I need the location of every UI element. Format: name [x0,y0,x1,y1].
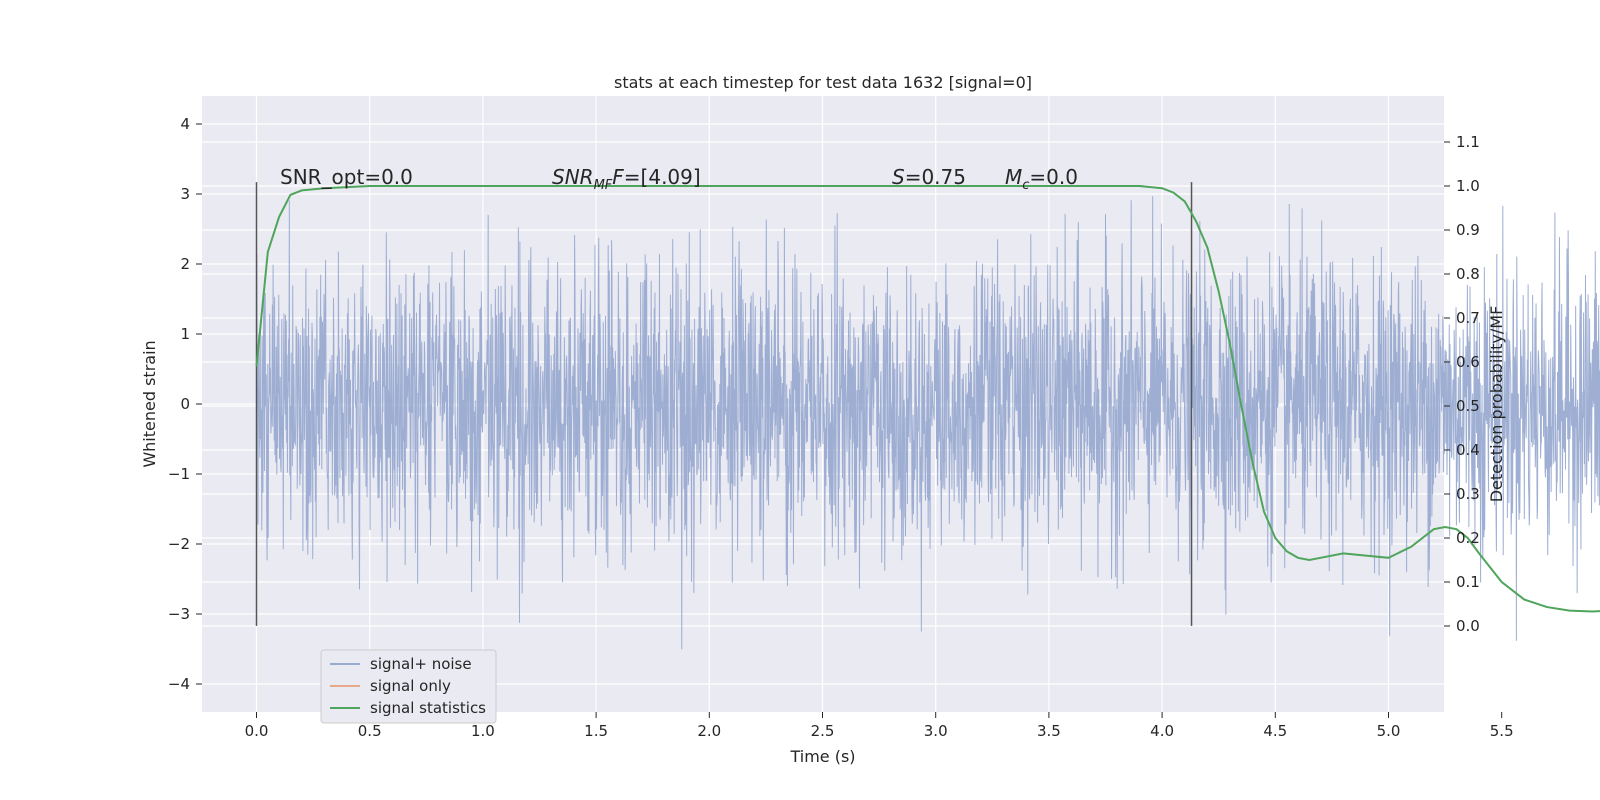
y-left-tick-label: 1 [180,325,190,343]
y-right-tick-label: 0.1 [1456,573,1480,591]
legend-label-statistics: signal statistics [370,699,486,717]
annotation-snr-opt: SNR_opt=0.0 [280,165,413,189]
legend-label-signal-only: signal only [370,677,451,695]
y-right-tick-label: 0.3 [1456,485,1480,503]
x-tick-label: 3.5 [1037,722,1061,740]
x-tick-label: 0.0 [245,722,269,740]
legend-box [320,649,497,724]
x-tick-label: 1.0 [471,722,495,740]
x-tick-label: 3.0 [924,722,948,740]
y-right-tick-label: 0.0 [1456,617,1480,635]
y-axis-right-label: Detection probability/MF [1487,306,1506,503]
x-tick-label: 2.0 [697,722,721,740]
x-tick-label: 4.0 [1150,722,1174,740]
y-right-tick-label: 1.0 [1456,177,1480,195]
y-left-tick-label: 4 [180,115,190,133]
x-tick-label: 5.5 [1490,722,1514,740]
y-left-tick-label: −2 [168,535,190,553]
y-right-tick-label: 0.7 [1456,309,1480,327]
x-tick-label: 0.5 [358,722,382,740]
y-right-tick-label: 0.5 [1456,397,1480,415]
y-axis-left-label: Whitened strain [140,340,159,467]
x-tick-label: 5.0 [1377,722,1401,740]
x-tick-label: 4.5 [1263,722,1287,740]
legend: signal+ noise signal only signal statist… [320,649,497,724]
vertical-markers [255,182,1193,626]
y-left-tick-label: −3 [168,605,190,623]
y-right-tick-label: 1.1 [1456,133,1480,151]
y-axis-left-ticks: 4 3 2 1 0 −1 −2 −3 −4 [168,115,202,693]
chart-title: stats at each timestep for test data 163… [614,73,1032,92]
y-left-tick-label: −1 [168,465,190,483]
x-axis-label: Time (s) [789,747,855,766]
x-tick-label: 2.5 [811,722,835,740]
legend-label-noise: signal+ noise [370,655,472,673]
y-right-tick-label: 0.2 [1456,529,1480,547]
y-right-tick-label: 0.8 [1456,265,1480,283]
y-axis-right-ticks: 1.1 1.0 0.9 0.8 0.7 0.6 0.5 0.4 0.3 0.2 0.1 0.0 [1444,133,1480,635]
statistics-series [255,185,1600,613]
annotation-snr-mf: SNRMFF=[4.09] [552,165,701,193]
y-left-tick-label: −4 [168,675,190,693]
noise-series [256,196,1600,650]
y-left-tick-label: 0 [180,395,190,413]
annotation-s: S=0.75 [892,165,966,189]
y-right-tick-label: 0.9 [1456,221,1480,239]
noise-line [256,196,1600,650]
y-right-tick-label: 0.6 [1456,353,1480,371]
y-left-tick-label: 3 [180,185,190,203]
x-tick-label: 1.5 [584,722,608,740]
y-left-tick-label: 2 [180,255,190,273]
y-right-tick-label: 0.4 [1456,441,1480,459]
statistics-line [255,185,1600,613]
annotation-mc: Mc=0.0 [1005,165,1078,193]
x-axis-ticks: 0.00.51.01.52.02.53.03.54.04.55.05.56.06… [245,712,1514,740]
